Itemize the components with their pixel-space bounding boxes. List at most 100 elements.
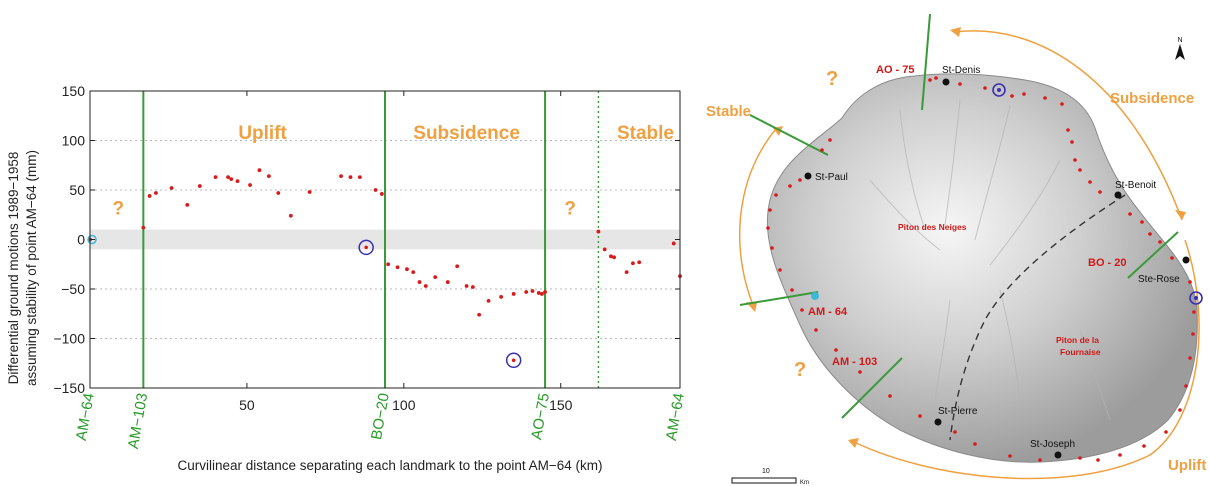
map-point: [766, 226, 770, 230]
data-point: [197, 184, 202, 188]
data-point: [185, 202, 190, 207]
y-axis-label-line2: assuming stability of point AM−64 (mm): [24, 150, 39, 386]
data-point: [417, 280, 422, 284]
map-point: [1098, 190, 1102, 194]
y-tick-label: 150: [62, 83, 86, 99]
y-tick-label: −150: [53, 380, 85, 396]
svg-text:N: N: [1177, 37, 1182, 44]
map-point: [774, 193, 778, 197]
plot-border: [89, 90, 681, 389]
transect-lines: [739, 13, 1179, 419]
x-tick-label: 100: [392, 397, 416, 413]
zone-boundaries: [142, 91, 600, 388]
map-point: [1170, 256, 1174, 260]
data-point: [226, 175, 230, 180]
data-point: [477, 312, 482, 317]
relief-texture: [869, 99, 1111, 421]
map-point: [1184, 384, 1188, 388]
y-tick-label: 0: [77, 232, 85, 248]
map-point: [1078, 168, 1082, 172]
map-point: [1188, 356, 1192, 360]
map-point: [1128, 212, 1132, 216]
data-point: [395, 265, 400, 270]
map-point: [798, 178, 802, 182]
data-point: [307, 190, 312, 194]
x-tick-label: 150: [549, 397, 573, 413]
circled-point-ring: [358, 239, 374, 256]
data-points: [87, 168, 682, 369]
map-point: [983, 86, 987, 90]
map-point: [820, 148, 824, 152]
data-point: [147, 194, 152, 198]
label-stable: Stable: [706, 103, 751, 120]
label-fournaise: Fournaise: [1060, 347, 1101, 357]
map-point: [1164, 430, 1168, 434]
map-point: [953, 430, 957, 434]
data-point: [596, 229, 601, 234]
y-tick-label: −50: [61, 281, 85, 297]
map-point: [1060, 102, 1064, 106]
data-point: [379, 192, 384, 196]
data-point: [276, 191, 281, 195]
scale-bar: 10 Km: [731, 468, 809, 486]
zone-label: Stable: [617, 123, 674, 144]
data-point: [609, 254, 613, 259]
am64-marker: [811, 292, 819, 300]
data-point: [423, 284, 428, 288]
data-point: [536, 291, 541, 295]
map-point: [1142, 444, 1146, 448]
data-point: [386, 262, 391, 267]
map-coastal-points: [766, 76, 1196, 462]
map-point: [958, 82, 962, 86]
map-point: [934, 76, 938, 80]
label-piton-des-neiges: Piton des Neiges: [898, 222, 967, 232]
map-point: [768, 208, 772, 212]
map-point: [1038, 458, 1042, 462]
data-point: [357, 175, 362, 180]
x-axis-label: Curvilinear distance separating each lan…: [177, 458, 602, 473]
data-point: [235, 179, 240, 183]
y-axis-label-line1: Differential ground motions 1989−1958: [6, 152, 21, 385]
data-point: [266, 174, 271, 179]
town-ste-rose: Ste-Rose: [1138, 274, 1180, 285]
data-point: [248, 183, 252, 187]
svg-text:Km: Km: [800, 480, 809, 486]
question-mark: ?: [564, 199, 576, 220]
map-point: [1140, 220, 1144, 224]
data-point: [612, 255, 616, 260]
data-point: [530, 289, 535, 293]
x-tick-label: 50: [239, 397, 255, 413]
map-point: [1066, 128, 1070, 132]
town-st-denis: St-Denis: [942, 65, 980, 76]
label-piton-de-la: Piton de la: [1056, 335, 1099, 345]
data-point: [411, 270, 416, 275]
map-point: [1188, 280, 1192, 284]
data-point: [257, 168, 262, 173]
data-point: [543, 290, 547, 294]
label-uplift: Uplift: [1168, 457, 1206, 474]
zone-label: Subsidence: [413, 123, 520, 144]
town-st-benoit: St-Benoit: [1115, 180, 1156, 191]
data-point: [288, 213, 293, 218]
label-am64: AM - 64: [808, 306, 848, 318]
data-point: [229, 177, 234, 182]
map-point: [1073, 158, 1077, 162]
town-st-joseph: St-Joseph: [1030, 439, 1075, 450]
map-point: [814, 328, 818, 332]
data-point: [339, 174, 343, 179]
data-point: [348, 175, 353, 180]
question-mark: ?: [112, 199, 124, 220]
data-point: [169, 186, 174, 190]
data-point: [464, 284, 469, 288]
label-ao75: AO - 75: [876, 64, 915, 76]
map-point: [1096, 458, 1100, 462]
map-question-1: ?: [826, 68, 838, 90]
data-point: [511, 292, 516, 296]
zone-label: Uplift: [238, 123, 287, 144]
data-point: [445, 280, 450, 284]
map-point: [1010, 94, 1014, 98]
map-point: [800, 308, 804, 312]
y-tick-label: 50: [69, 182, 85, 198]
circled-point: [511, 358, 516, 363]
